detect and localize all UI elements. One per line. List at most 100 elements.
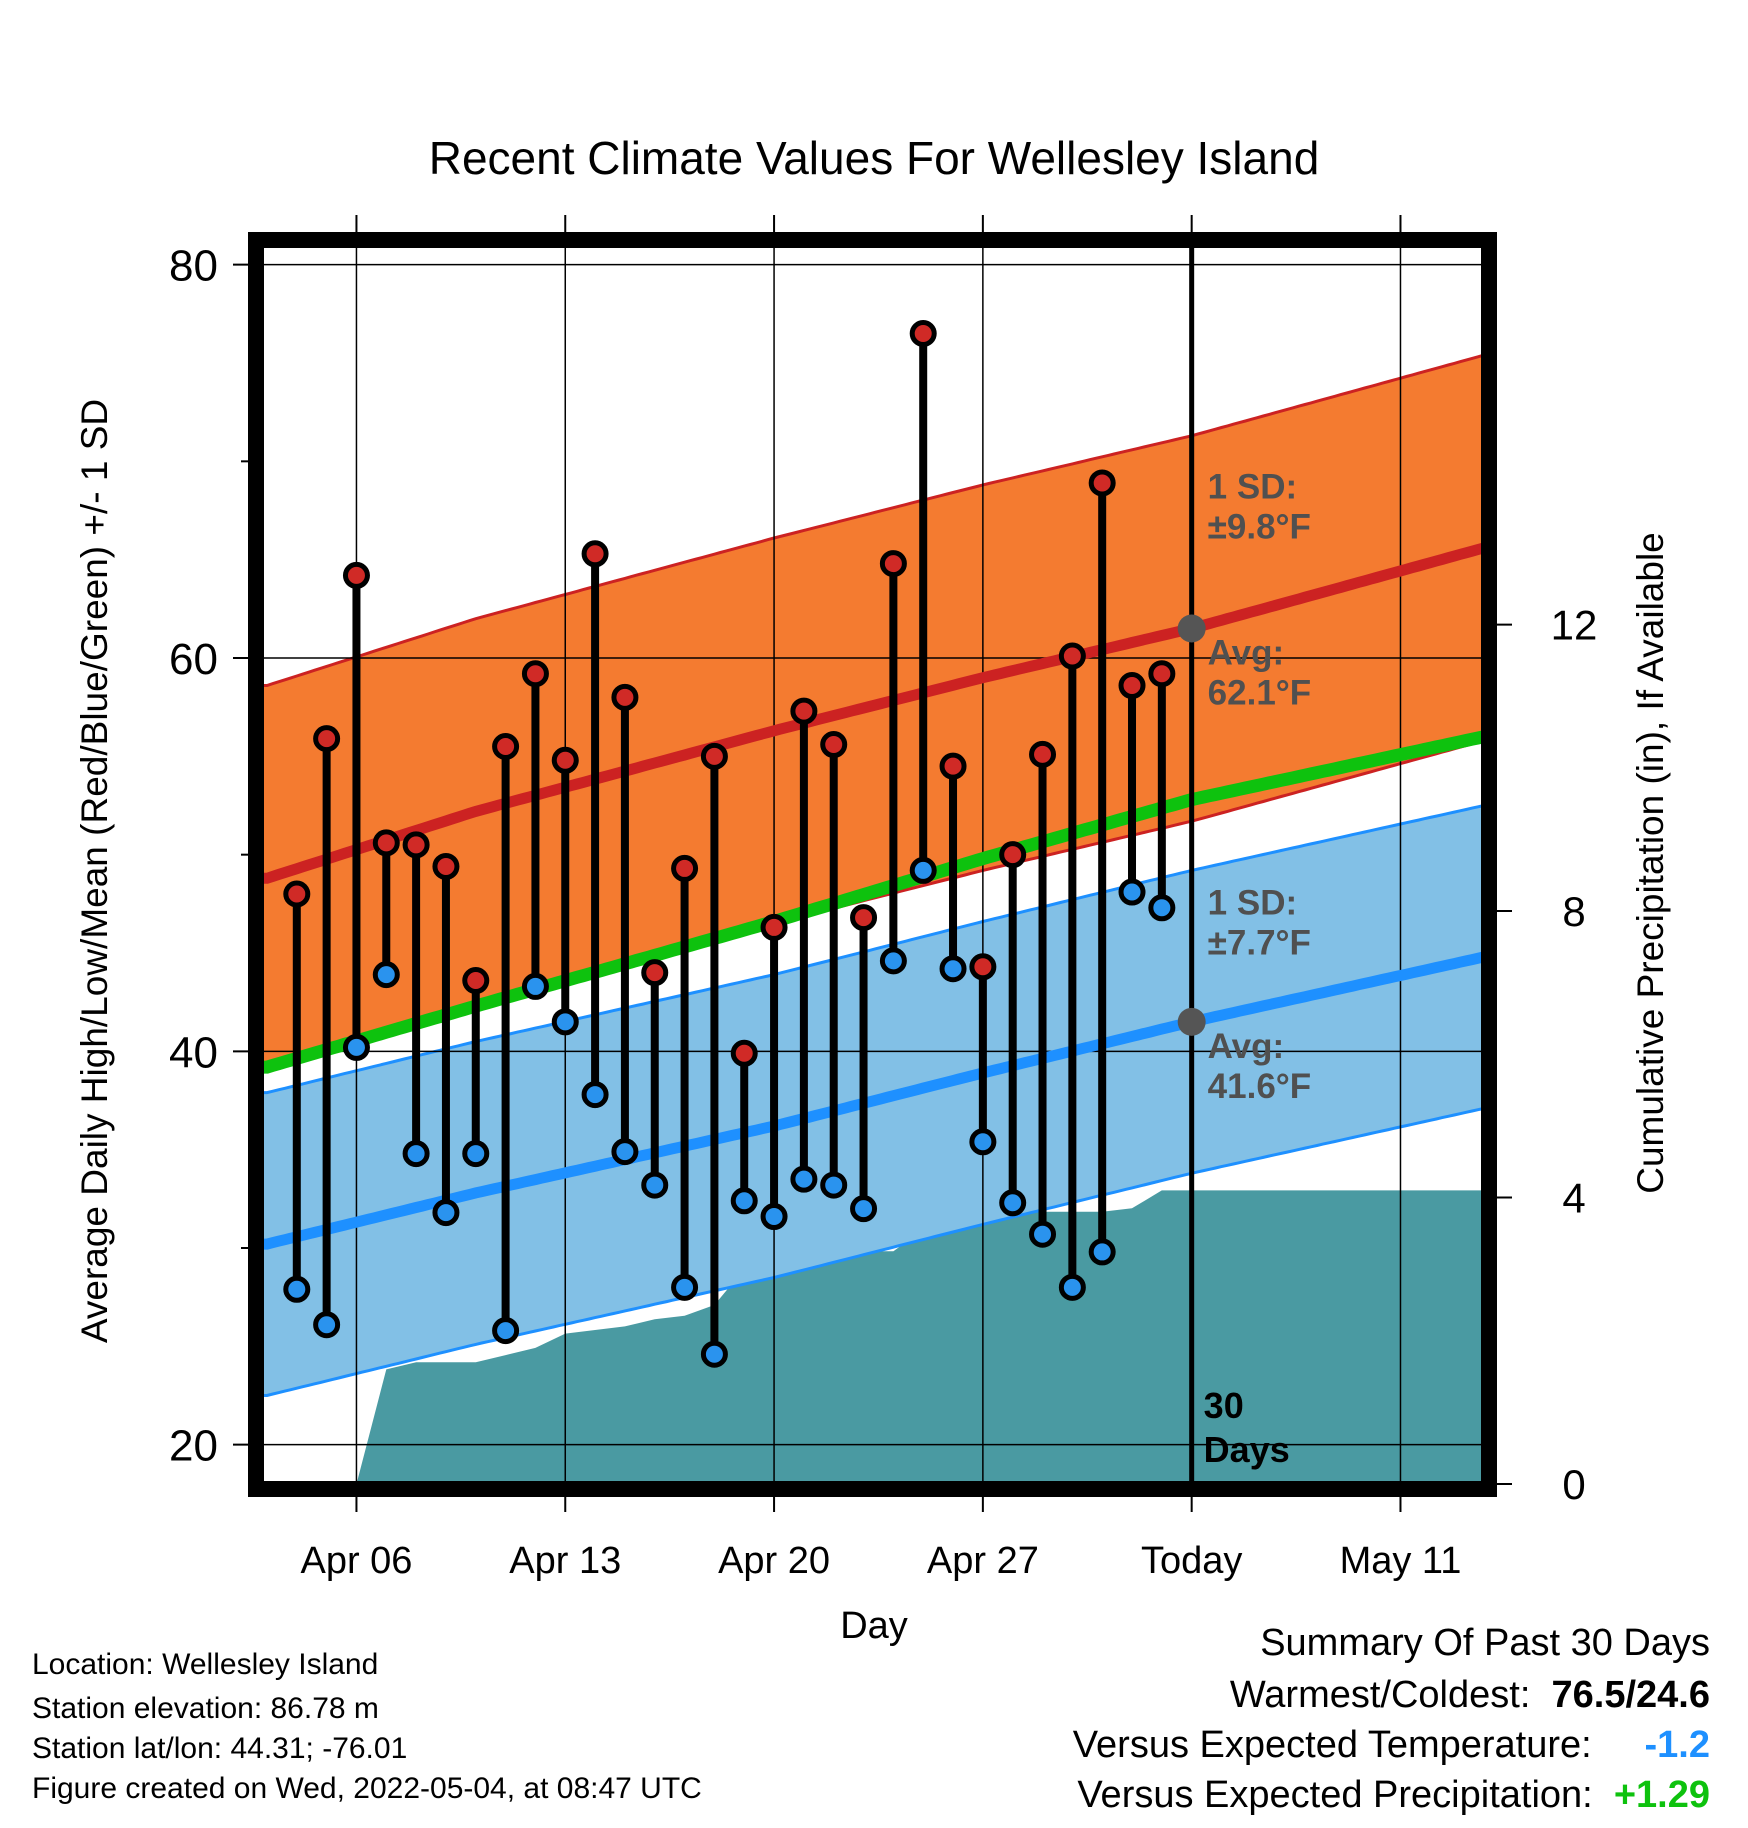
observed-high-point (909, 320, 937, 347)
normal-low-band-upper-edge (261, 804, 1485, 1095)
observed-high-point (581, 540, 609, 568)
observed-low-point (700, 1340, 728, 1368)
observed-low-point (671, 1273, 699, 1301)
observed-low-point (611, 1138, 639, 1166)
y-tick-label: 80 (169, 242, 218, 291)
low-sd-value: ±7.7°F (1208, 924, 1311, 963)
observed-low-point (999, 1189, 1027, 1217)
observed-high-point (313, 725, 341, 753)
observed-high-point (1118, 672, 1146, 700)
observed-high-point (551, 746, 579, 774)
summary-heading: Summary Of Past 30 Days (1260, 1622, 1710, 1664)
y-axis-right-label: Cumulative Precipitation (in), If Availa… (1630, 532, 1671, 1194)
observed-high-point (969, 953, 997, 981)
observed-dots-layer (283, 320, 1176, 1368)
y-right-tick-label: 4 (1562, 1175, 1585, 1222)
observed-high-point (820, 731, 848, 759)
observed-low-point (850, 1195, 878, 1223)
observed-high-point (879, 550, 907, 578)
today-days-label-line: 30 (1204, 1385, 1244, 1426)
summary-temperature: Versus Expected Temperature: -1.2 (1073, 1726, 1710, 1764)
observed-low-point (432, 1199, 460, 1227)
x-tick-label: Apr 06 (300, 1540, 412, 1582)
created-text: Figure created on Wed, 2022-05-04, at 08… (32, 1772, 702, 1805)
observed-high-point (342, 561, 370, 589)
observed-low-point (969, 1128, 997, 1156)
axes-layer: 20 40 60 80 0 4 8 12 Apr 06 Apr 13 Apr 20 Apr 27 Tod… (169, 215, 1597, 1582)
observed-low-point (1118, 878, 1146, 906)
today-days-label: 30 Days (1204, 1385, 1290, 1470)
latlon-text: Station lat/lon: 44.31; -76.01 (32, 1732, 408, 1765)
observed-low-point (790, 1165, 818, 1193)
y-right-tick-label: 0 (1562, 1461, 1585, 1508)
observed-high-point (850, 904, 878, 932)
low-avg-label: Avg: (1208, 1027, 1284, 1066)
observed-high-point (641, 959, 669, 987)
location-text: Location: Wellesley Island (32, 1648, 379, 1681)
observed-high-point (432, 852, 460, 880)
observed-high-point (700, 742, 728, 770)
temp-value: -1.2 (1644, 1724, 1710, 1766)
observed-low-point (283, 1275, 311, 1303)
observed-high-point (790, 697, 818, 725)
today-low-marker (1177, 1007, 1206, 1036)
summary-warm-cold: Warmest/Coldest: 76.5/24.6 (1230, 1676, 1710, 1714)
observed-low-point (730, 1187, 758, 1215)
plot-frame-layer (248, 232, 1497, 1497)
warm-cold-label: Warmest/Coldest: (1229, 1674, 1531, 1716)
observed-low-point (372, 961, 400, 989)
observed-low-point (492, 1317, 520, 1345)
observed-low-point (551, 1008, 579, 1036)
normal-high-line (261, 542, 1486, 884)
elevation-text: Station elevation: 86.78 m (32, 1692, 379, 1725)
x-tick-label: Today (1141, 1540, 1242, 1582)
x-tick-label: Apr 13 (509, 1540, 621, 1582)
precip-value: +1.29 (1613, 1774, 1710, 1816)
observed-low-point (1029, 1220, 1057, 1248)
x-tick-label: Apr 27 (927, 1540, 1039, 1582)
observed-low-point (641, 1171, 669, 1199)
today-high-marker (1177, 614, 1206, 643)
high-sd-label: 1 SD: (1208, 467, 1297, 506)
observed-high-point (939, 752, 967, 780)
summary-precipitation: Versus Expected Precipitation: +1.29 (1077, 1776, 1710, 1814)
y-axis-label: Average Daily High/Low/Mean (Red/Blue/Gr… (74, 399, 115, 1343)
observed-high-point (283, 880, 311, 908)
observed-low-point (879, 947, 907, 975)
y-right-tick-label: 8 (1562, 888, 1585, 935)
observed-low-point (820, 1171, 848, 1199)
observed-low-point (462, 1140, 490, 1168)
observed-high-point (402, 831, 430, 859)
observed-high-point (730, 1039, 758, 1067)
observed-high-point (1058, 642, 1086, 670)
plot-frame (248, 232, 1497, 1497)
observed-high-point (1088, 469, 1116, 497)
chart-title: Recent Climate Values For Wellesley Isla… (429, 132, 1320, 184)
observed-high-point (492, 733, 520, 760)
x-tick-label: May 11 (1340, 1540, 1462, 1582)
precip-area (326, 1190, 1485, 1484)
precipitation-area-layer (326, 1190, 1485, 1484)
precip-label: Versus Expected Precipitation: (1077, 1774, 1593, 1816)
observed-bars-layer (292, 333, 1166, 1355)
x-axis-label: Day (840, 1605, 908, 1647)
observed-low-point (1058, 1273, 1086, 1301)
observed-high-point (521, 660, 549, 688)
observed-high-point (611, 683, 639, 711)
y-tick-label: 20 (169, 1422, 218, 1471)
low-sd-label: 1 SD: (1208, 884, 1297, 923)
x-tick-label: Apr 20 (718, 1540, 830, 1582)
observed-low-point (342, 1033, 370, 1061)
normal-lines-layer: 30 Days (261, 237, 1486, 1484)
normal-high-band-upper-edge (261, 353, 1485, 687)
warm-cold-value: 76.5/24.6 (1551, 1674, 1710, 1716)
observed-low-point (1148, 894, 1176, 922)
observed-low-point (909, 856, 937, 884)
normal-low-band-lower-edge (261, 1106, 1485, 1397)
high-sd-value: ±9.8°F (1208, 507, 1311, 546)
observed-low-point (1088, 1238, 1116, 1266)
today-days-label-line: Days (1204, 1429, 1290, 1470)
observed-high-point (1029, 740, 1057, 768)
temp-label: Versus Expected Temperature: (1072, 1724, 1592, 1766)
